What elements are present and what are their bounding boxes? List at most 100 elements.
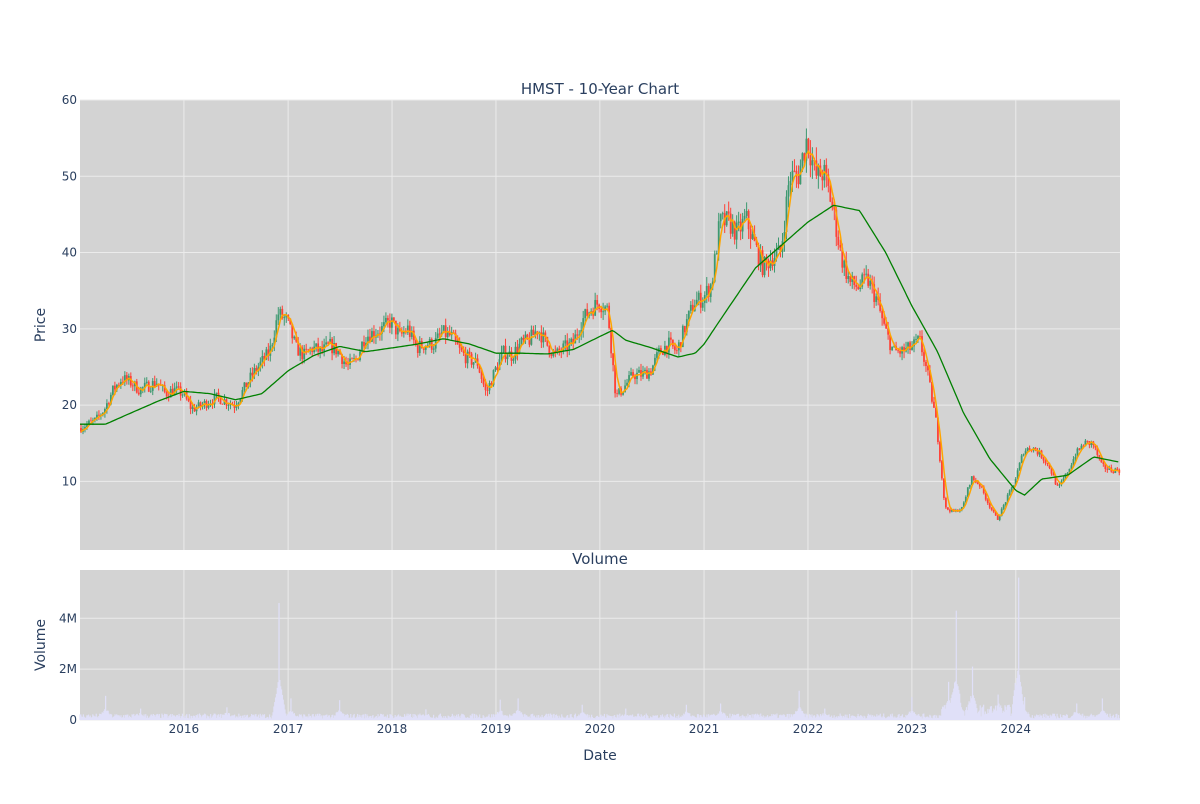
- volume-bar: [426, 714, 428, 720]
- volume-bar: [887, 716, 889, 720]
- candle-body: [817, 165, 820, 176]
- volume-bar: [520, 712, 522, 720]
- volume-bar: [450, 716, 452, 720]
- volume-bar: [857, 713, 859, 720]
- volume-bar: [1041, 717, 1044, 720]
- candle-body: [253, 367, 256, 376]
- candle-body: [721, 213, 724, 215]
- candle-body: [1104, 463, 1107, 469]
- volume-bar: [93, 716, 96, 720]
- volume-bar: [969, 702, 971, 720]
- candle-body: [1096, 447, 1099, 456]
- volume-bar: [664, 715, 666, 720]
- volume-bar: [699, 715, 701, 720]
- volume-bar: [821, 714, 823, 720]
- volume-bar: [129, 716, 131, 720]
- volume-bar: [940, 715, 942, 720]
- candle-body: [315, 343, 318, 347]
- volume-bar: [800, 708, 802, 720]
- candle-body: [191, 407, 194, 409]
- volume-bar: [257, 716, 259, 720]
- volume-bar: [444, 716, 447, 720]
- candle-body: [139, 387, 142, 395]
- candle-body: [948, 509, 951, 512]
- volume-bar: [1011, 713, 1013, 720]
- volume-bar: [612, 718, 614, 720]
- volume-bar: [228, 713, 230, 720]
- volume-bar: [1088, 716, 1090, 720]
- candle-body: [929, 370, 931, 382]
- candle-body: [933, 401, 935, 408]
- candle-body: [785, 196, 788, 233]
- volume-bar: [116, 714, 118, 720]
- candle-body: [418, 340, 421, 353]
- candle-body: [727, 211, 730, 214]
- volume-bar: [304, 716, 307, 720]
- candle-body: [412, 330, 415, 341]
- volume-bar: [529, 717, 531, 720]
- candle-body: [480, 372, 483, 380]
- candle-body: [883, 318, 886, 324]
- volume-bar: [635, 717, 637, 720]
- volume-bar: [979, 705, 981, 720]
- volume-bar: [438, 715, 440, 720]
- volume-bar: [646, 715, 648, 720]
- volume-bar: [1040, 715, 1042, 720]
- volume-bar: [737, 713, 740, 720]
- volume-bar: [473, 713, 476, 720]
- volume-bar: [440, 716, 442, 720]
- volume-bar: [731, 716, 733, 720]
- volume-bar: [574, 713, 576, 720]
- volume-bar: [485, 716, 488, 720]
- volume-bar: [275, 693, 278, 720]
- candle-body: [1082, 445, 1085, 447]
- volume-bar: [864, 716, 866, 720]
- volume-bar: [472, 713, 474, 720]
- volume-bar: [282, 699, 284, 720]
- candle-body: [149, 390, 152, 392]
- volume-bar: [593, 718, 595, 720]
- volume-bar: [836, 717, 839, 720]
- candle-body: [113, 385, 116, 390]
- volume-bar: [761, 716, 764, 720]
- volume-bar: [645, 713, 647, 720]
- candle-body: [265, 349, 268, 360]
- volume-bar: [295, 716, 297, 720]
- volume-bar: [423, 716, 425, 720]
- volume-bar: [315, 715, 318, 720]
- volume-bar: [581, 704, 583, 720]
- candle-body: [671, 339, 674, 347]
- candle-body: [612, 353, 614, 366]
- volume-bar: [545, 713, 547, 720]
- volume-bar: [638, 716, 641, 720]
- candle-body: [141, 387, 144, 389]
- volume-bar: [169, 714, 172, 720]
- volume-bar: [429, 717, 431, 720]
- volume-bar: [738, 716, 740, 720]
- volume-bar: [366, 714, 368, 720]
- volume-bar: [334, 715, 336, 720]
- candle-body: [532, 329, 535, 336]
- volume-bar: [820, 716, 822, 720]
- volume-bar: [1093, 714, 1095, 720]
- volume-bar: [602, 715, 604, 720]
- volume-bar: [871, 716, 873, 720]
- volume-bar: [560, 717, 562, 720]
- volume-bar: [759, 716, 761, 720]
- volume-bar: [985, 713, 987, 720]
- volume-bar: [512, 714, 514, 720]
- volume-bar: [707, 717, 709, 720]
- candle-body: [1068, 468, 1071, 474]
- volume-bar: [456, 714, 458, 720]
- volume-bar: [1088, 716, 1091, 720]
- volume-bar: [1051, 715, 1053, 720]
- volume-bar: [723, 713, 725, 720]
- volume-bar: [563, 717, 565, 720]
- volume-bar: [428, 715, 430, 720]
- candle-body: [578, 334, 581, 336]
- volume-bar: [364, 713, 366, 720]
- volume-bar: [162, 714, 164, 720]
- candle-body: [715, 253, 718, 255]
- volume-bar: [145, 714, 147, 720]
- candle-body: [1102, 462, 1105, 464]
